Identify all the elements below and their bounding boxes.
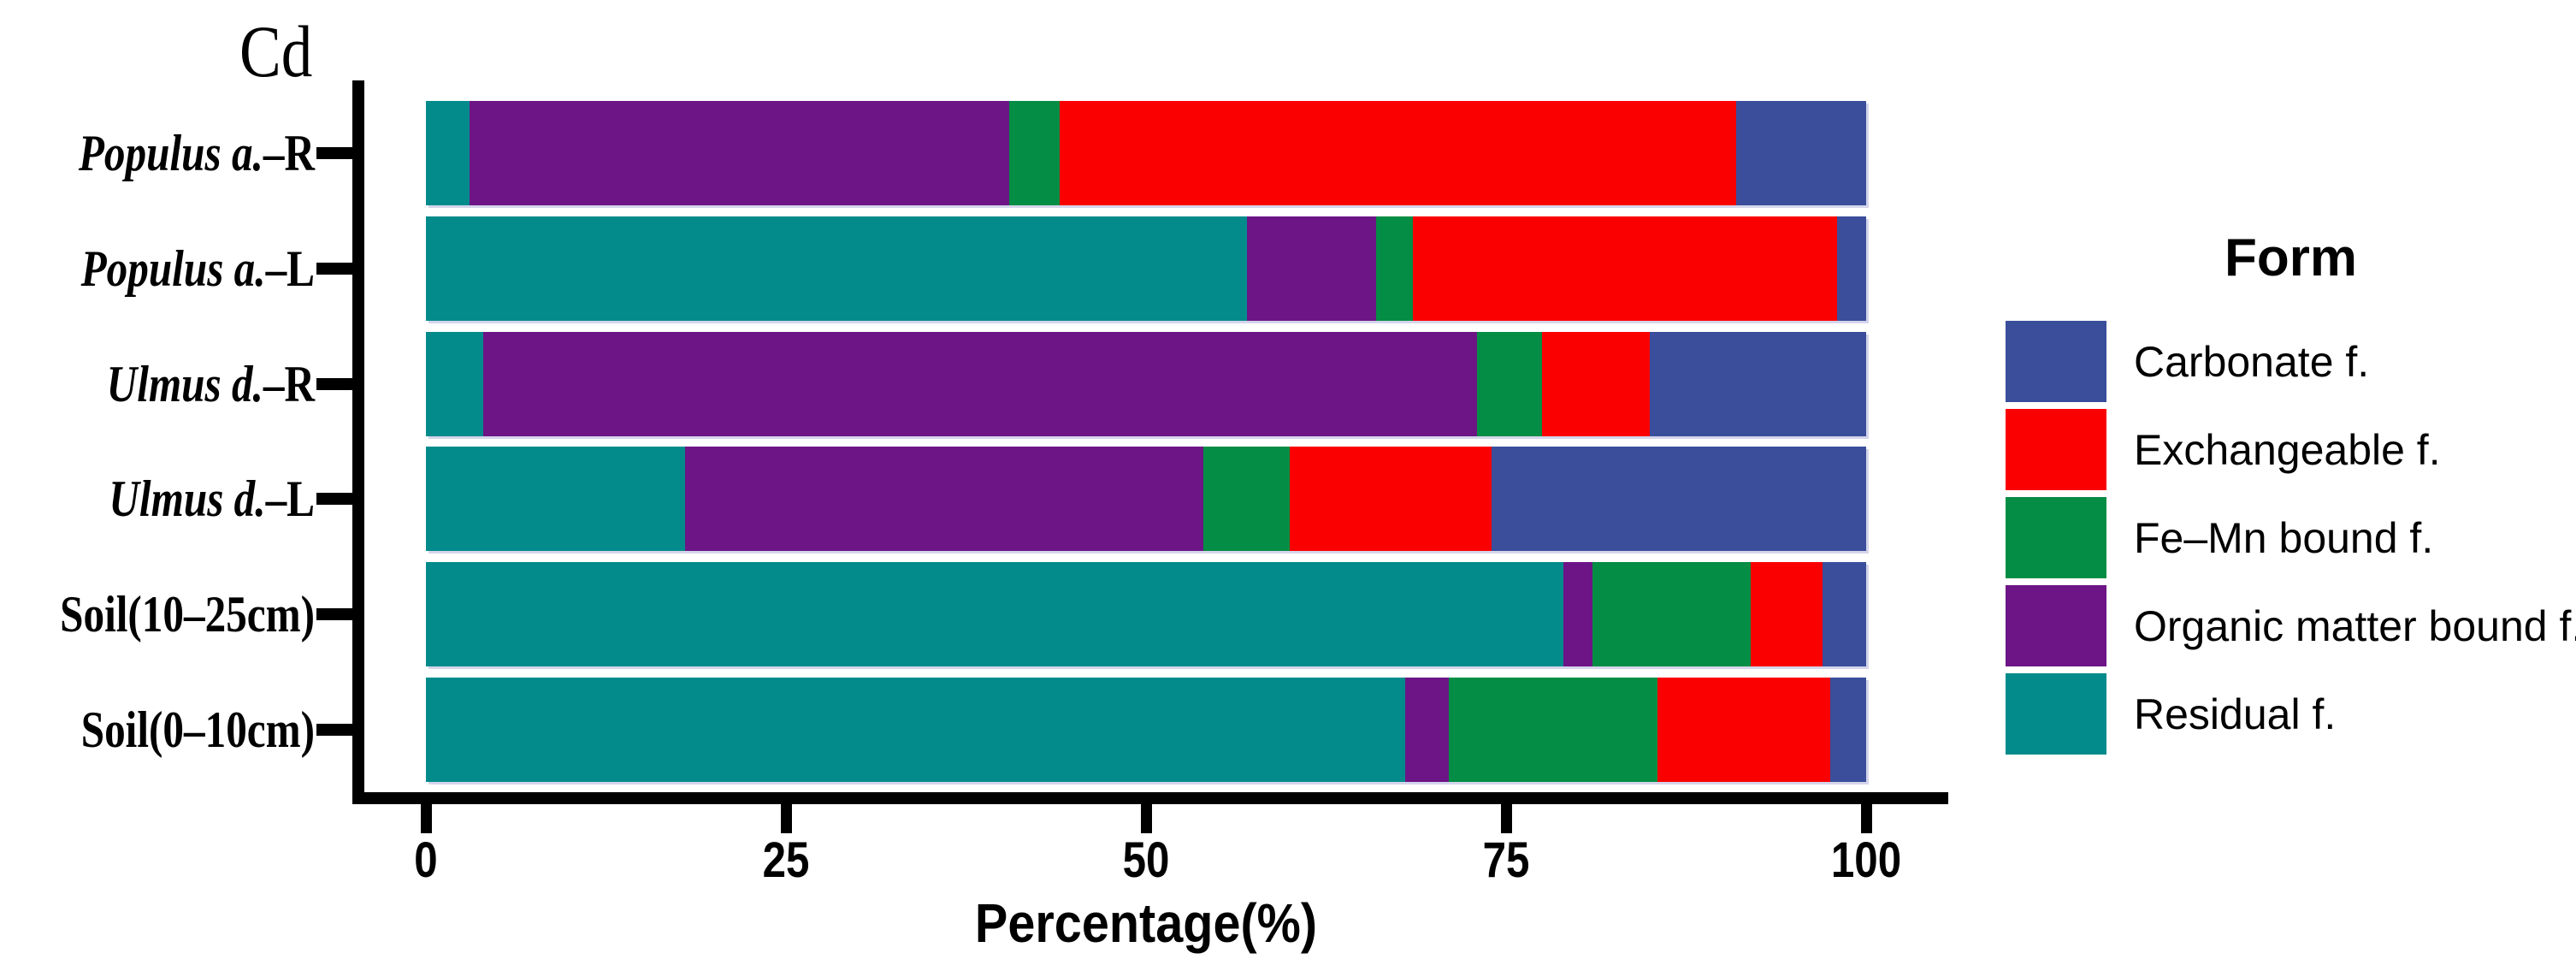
category-label-italic-part: Ulmus d. (109, 471, 266, 527)
category-label-roman-part: –R (263, 125, 315, 181)
bar-segment-residual-f (426, 216, 1247, 321)
bar-segment-exchangeable-f (1059, 101, 1737, 205)
x-tick-0 (420, 804, 432, 833)
legend-item-carbonate-f: Carbonate f. (2006, 321, 2576, 402)
bar-segment-fe-mn-bound-f (1592, 562, 1752, 666)
legend: Form Carbonate f. Exchangeable f. Fe–Mn bo… (2006, 228, 2576, 761)
category-tick-soil-10-25cm (316, 608, 352, 620)
legend-item-residual-f: Residual f. (2006, 673, 2576, 755)
legend-item-exchangeable-f: Exchangeable f. (2006, 409, 2576, 490)
bar-segment-organic-matter-bound-f (1246, 216, 1377, 321)
bar-segment-organic-matter-bound-f (685, 447, 1204, 551)
category-label-roman-part: –L (265, 471, 315, 527)
bar-segment-exchangeable-f (1542, 332, 1651, 436)
stacked-bar-populus-a-l (426, 216, 1866, 321)
legend-swatch-residual-f (2006, 673, 2106, 755)
x-tick-label-75: 75 (1482, 832, 1530, 888)
legend-swatch-fe-mn-bound-f (2006, 497, 2106, 578)
category-label-soil-0-10cm: Soil(0–10cm) (56, 678, 315, 782)
legend-swatch-organic-matter-bound-f (2006, 585, 2106, 666)
stacked-bar-soil-10-25cm (426, 562, 1866, 666)
bar-segment-residual-f (426, 447, 686, 551)
category-label-soil-10-25cm: Soil(10–25cm) (56, 562, 315, 666)
x-tick-75 (1500, 804, 1512, 833)
category-label-roman-part: –R (263, 356, 315, 412)
bar-segment-carbonate-f (1829, 678, 1866, 782)
bar-segment-organic-matter-bound-f (469, 101, 1010, 205)
category-tick-ulmus-d-l (316, 493, 352, 505)
bar-segment-residual-f (426, 332, 484, 436)
bar-segment-exchangeable-f (1412, 216, 1838, 321)
category-tick-soil-0-10cm (316, 724, 352, 736)
category-label-italic-part: Ulmus d. (106, 356, 263, 412)
x-tick-label-25: 25 (762, 832, 810, 888)
x-tick-100 (1860, 804, 1872, 833)
category-label-roman-part: –L (265, 240, 315, 297)
category-tick-ulmus-d-r (316, 378, 352, 390)
legend-label-carbonate-f: Carbonate f. (2134, 337, 2370, 386)
x-tick-25 (780, 804, 792, 833)
category-tick-populus-a-r (316, 147, 352, 159)
category-label-ulmus-d-r: Ulmus d.–R (56, 332, 315, 436)
category-label-populus-a-r: Populus a.–R (56, 101, 315, 205)
legend-title: Form (2224, 228, 2357, 287)
category-label-ulmus-d-l: Ulmus d.–L (56, 447, 315, 551)
bar-segment-residual-f (426, 678, 1406, 782)
bar-segment-carbonate-f (1736, 101, 1866, 205)
category-label-roman-part: Soil(0–10cm) (80, 702, 316, 758)
bar-segment-carbonate-f (1823, 562, 1866, 666)
stacked-bar-soil-0-10cm (426, 678, 1866, 782)
legend-swatch-exchangeable-f (2006, 409, 2106, 490)
bar-segment-exchangeable-f (1751, 562, 1823, 666)
bar-segment-carbonate-f (1650, 332, 1866, 436)
bar-segment-carbonate-f (1492, 447, 1866, 551)
bar-segment-organic-matter-bound-f (1563, 562, 1593, 666)
bar-segment-fe-mn-bound-f (1203, 447, 1291, 551)
legend-label-exchangeable-f: Exchangeable f. (2134, 425, 2441, 474)
x-tick-label-50: 50 (1122, 832, 1170, 888)
bar-segment-fe-mn-bound-f (1009, 101, 1060, 205)
y-axis-line (352, 80, 364, 804)
category-tick-populus-a-l (316, 263, 352, 275)
x-tick-50 (1140, 804, 1152, 833)
bar-segment-exchangeable-f (1290, 447, 1492, 551)
bar-segment-organic-matter-bound-f (483, 332, 1478, 436)
legend-label-organic-matter-bound-f: Organic matter bound f. (2134, 601, 2576, 650)
legend-swatch-carbonate-f (2006, 321, 2106, 402)
stacked-bar-ulmus-d-r (426, 332, 1866, 436)
x-axis-line (352, 792, 1948, 804)
legend-label-residual-f: Residual f. (2134, 690, 2337, 738)
x-axis-title: Percentage(%) (974, 892, 1318, 954)
category-label-roman-part: Soil(10–25cm) (60, 586, 315, 642)
legend-item-fe-mn-bound-f: Fe–Mn bound f. (2006, 497, 2576, 578)
bar-segment-fe-mn-bound-f (1448, 678, 1657, 782)
bar-segment-residual-f (426, 562, 1564, 666)
bar-segment-fe-mn-bound-f (1376, 216, 1413, 321)
legend-item-organic-matter-bound-f: Organic matter bound f. (2006, 585, 2576, 666)
chart-title: Cd (239, 10, 313, 92)
x-tick-label-0: 0 (414, 832, 438, 888)
x-tick-label-100: 100 (1830, 832, 1902, 888)
bar-segment-residual-f (426, 101, 470, 205)
category-label-populus-a-l: Populus a.–L (56, 216, 315, 321)
category-label-italic-part: Populus a. (78, 125, 263, 181)
bar-segment-fe-mn-bound-f (1477, 332, 1543, 436)
bar-segment-carbonate-f (1837, 216, 1866, 321)
category-label-italic-part: Populus a. (80, 240, 266, 297)
bar-segment-exchangeable-f (1657, 678, 1830, 782)
legend-items: Carbonate f. Exchangeable f. Fe–Mn bound f… (2006, 321, 2576, 755)
stacked-bar-populus-a-r (426, 101, 1866, 205)
bar-segment-organic-matter-bound-f (1405, 678, 1449, 782)
stacked-bar-ulmus-d-l (426, 447, 1866, 551)
legend-label-fe-mn-bound-f: Fe–Mn bound f. (2134, 513, 2434, 562)
